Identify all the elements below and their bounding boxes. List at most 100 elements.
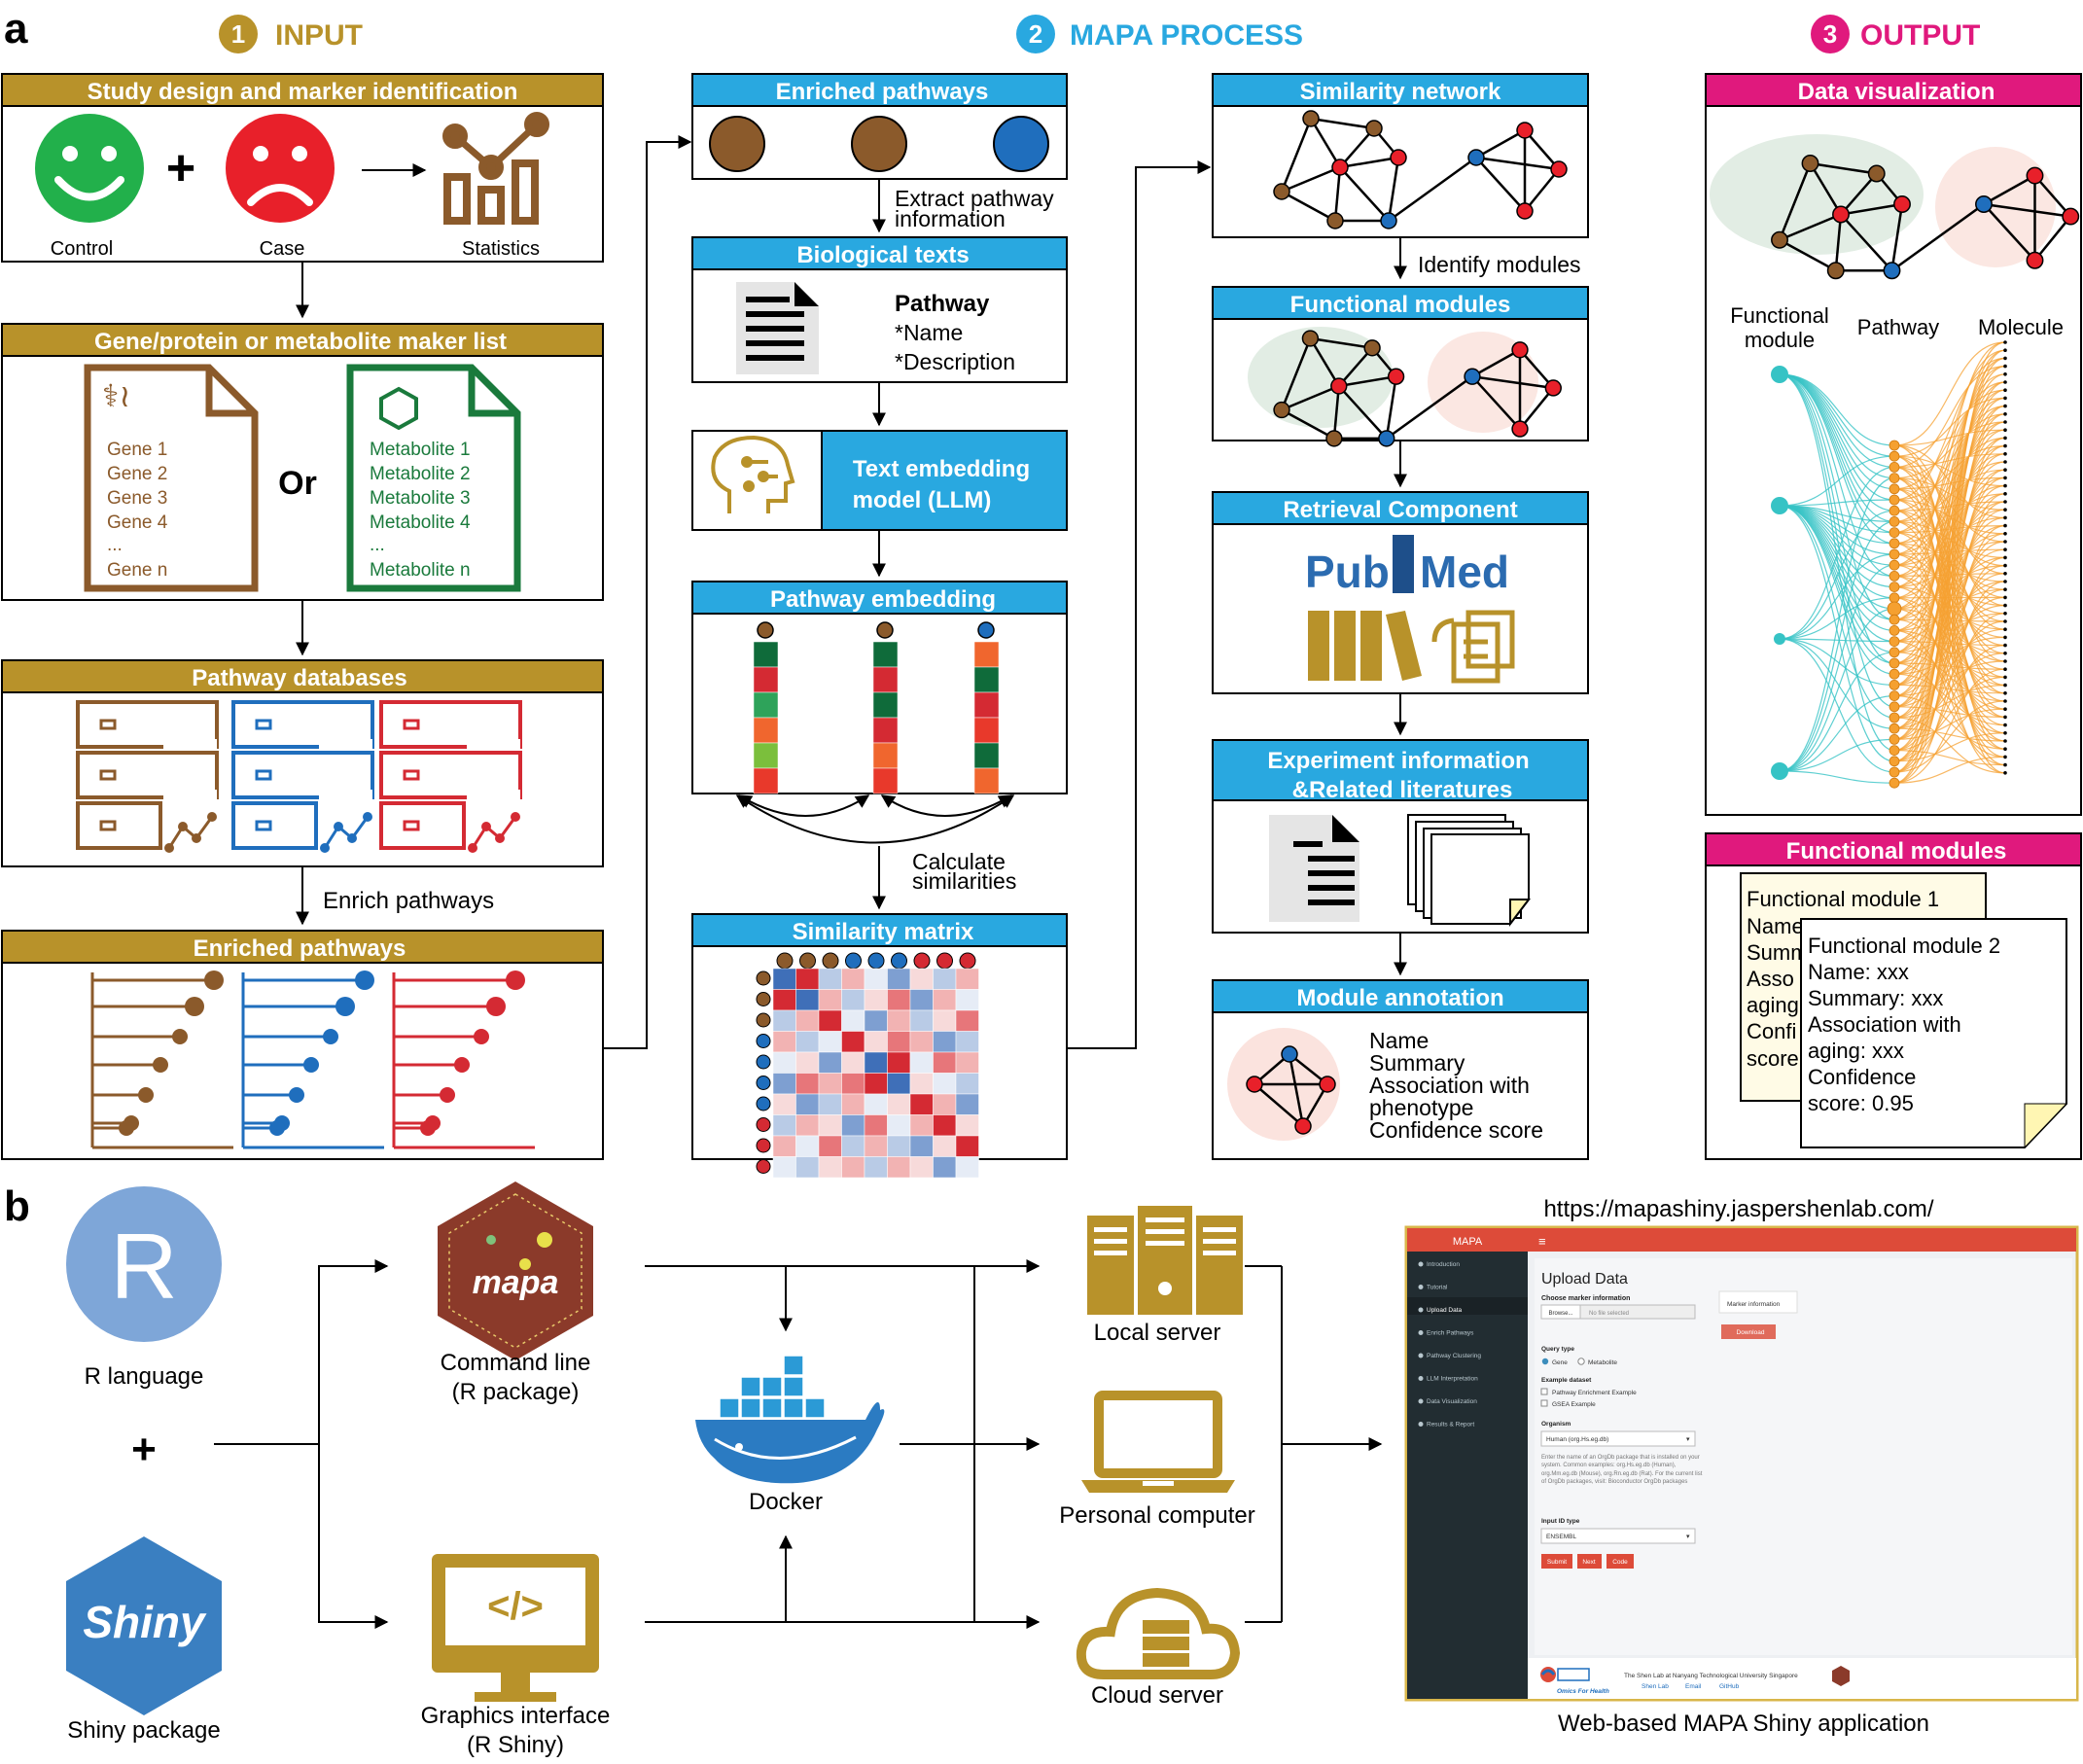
- network-node: [2026, 251, 2044, 269]
- sankey-pathway-node: [1889, 657, 1900, 669]
- sankey-pathway-link: [1893, 437, 2006, 773]
- app-sidebar-item-8[interactable]: Results & Report: [1427, 1422, 1474, 1429]
- statistics-label: Statistics: [462, 238, 540, 260]
- sankey-molecule-node: [2003, 587, 2007, 591]
- app-radio-metabolite[interactable]: [1577, 1358, 1585, 1365]
- sankey-module-link: [1779, 466, 1895, 640]
- app-id-label: Input ID type: [1541, 1518, 1580, 1525]
- app-marker-tab[interactable]: Marker information: [1727, 1301, 1781, 1308]
- network-edge: [1983, 203, 2036, 262]
- card1-line-6: Confi: [1747, 1019, 1796, 1043]
- network-edge: [1779, 213, 1842, 241]
- biological-texts-box: Biological texts Pathway *Name *Descript…: [691, 236, 1068, 383]
- pathway-label: Pathway: [895, 291, 990, 317]
- sankey-module-link: [1779, 652, 1895, 772]
- experiment-info-box: Experiment information &Related literatu…: [1212, 739, 1589, 934]
- gui-label-1: Graphics interface: [421, 1703, 611, 1729]
- sankey-molecule-node: [2003, 492, 2007, 496]
- sankey-pathway-link: [1893, 756, 2006, 784]
- app-footer-link-1[interactable]: Shen Lab: [1642, 1683, 1669, 1690]
- sankey-pathway-link: [1893, 493, 2006, 545]
- app-example-checkbox-2[interactable]: [1540, 1399, 1548, 1407]
- app-code-label: Code: [1612, 1559, 1628, 1566]
- docker-label: Docker: [749, 1489, 823, 1515]
- app-footer-tag: Omics For Health: [1557, 1688, 1609, 1695]
- sankey-module-link: [1779, 505, 1895, 719]
- app-id-select[interactable]: [1540, 1528, 1696, 1544]
- pubmed-logo-med: Med: [1420, 547, 1509, 597]
- network-node: [1550, 160, 1568, 178]
- matrix-cell: [909, 1093, 934, 1115]
- network-edge: [1779, 238, 1837, 272]
- app-code-button[interactable]: [1606, 1554, 1634, 1569]
- app-download-button[interactable]: [1721, 1324, 1776, 1339]
- sankey-molecule-node: [2003, 667, 2007, 671]
- sankey-pathway-link: [1893, 668, 2006, 784]
- app-sidebar-item-3[interactable]: Upload Data: [1427, 1307, 1463, 1314]
- app-sidebar-item-2[interactable]: Tutorial: [1427, 1285, 1448, 1291]
- app-sidebar-item-6[interactable]: LLM Interpretation: [1427, 1376, 1478, 1383]
- database-drawer-handle: [99, 820, 117, 831]
- app-submit-button[interactable]: [1541, 1554, 1572, 1569]
- app-footer-link-3[interactable]: GitHub: [1719, 1683, 1740, 1690]
- sankey-pathway-node: [1889, 668, 1900, 680]
- network-edge: [1840, 172, 1878, 216]
- app-sidebar-item-4[interactable]: Enrich Pathways: [1427, 1330, 1474, 1337]
- shiny-logo-glyph: Shiny: [83, 1597, 207, 1647]
- sankey-pathway-link: [1893, 469, 2006, 762]
- app-sidebar-item-5[interactable]: Pathway Clustering: [1427, 1353, 1481, 1359]
- matrix-cell: [955, 1114, 979, 1137]
- step-output-label: OUTPUT: [1860, 19, 1980, 52]
- matrix-row-dot: [756, 1012, 771, 1028]
- sankey-molecule-node: [2003, 356, 2007, 361]
- matrix-cell: [955, 968, 979, 990]
- app-sidebar-item-1[interactable]: Introduction: [1427, 1261, 1460, 1268]
- app-radio-gene[interactable]: [1541, 1358, 1549, 1365]
- sankey-pathway-link: [1893, 608, 2006, 742]
- sankey-molecule-node: [2003, 452, 2007, 456]
- app-footer-link-2[interactable]: Email: [1685, 1683, 1702, 1690]
- embedding-cell: [973, 666, 1000, 693]
- network-edge: [2033, 215, 2072, 262]
- app-file-input[interactable]: [1579, 1304, 1696, 1320]
- step-input-header: 1 INPUT: [219, 15, 363, 53]
- shiny-package-label: Shiny package: [67, 1717, 220, 1744]
- database-drawer-gap: [163, 739, 217, 749]
- app-sidebar-item-7[interactable]: Data Visualization: [1427, 1398, 1477, 1405]
- sankey-pathway-node: [1889, 647, 1900, 658]
- app-organism-chevron-icon: ▾: [1686, 1436, 1690, 1443]
- functional-modules-process-box: Functional modules: [1212, 286, 1589, 447]
- sankey-pathway-node: [1889, 494, 1900, 506]
- database-trend-point: [164, 843, 174, 853]
- network-node: [1363, 339, 1381, 357]
- sankey-molecule-node: [2003, 396, 2007, 401]
- shiny-logo: Shiny: [66, 1536, 222, 1715]
- matrix-cell: [818, 1114, 842, 1137]
- sankey-pathway-node: [1889, 712, 1900, 723]
- matrix-row-dot: [756, 992, 771, 1006]
- network-node: [1330, 377, 1348, 395]
- matrix-cell: [955, 1031, 979, 1053]
- experiment-info-title-2: &Related literatures: [1292, 777, 1513, 803]
- card2-line-5: aging: xxx: [1808, 1039, 1904, 1063]
- database-drawer-gap: [319, 790, 372, 799]
- app-menu-icon[interactable]: ≡: [1538, 1234, 1546, 1249]
- embedding-cell: [753, 641, 779, 668]
- matrix-cell: [933, 989, 957, 1011]
- network-edge: [2033, 174, 2072, 218]
- network-node: [1365, 120, 1383, 137]
- shiny-app-caption: Web-based MAPA Shiny application: [1558, 1711, 1929, 1737]
- database-drawer-gap: [319, 739, 372, 749]
- matrix-cell: [864, 1135, 888, 1157]
- app-example-checkbox-1[interactable]: [1540, 1388, 1548, 1395]
- network-edge: [1471, 374, 1554, 390]
- app-organism-select[interactable]: [1540, 1430, 1696, 1447]
- database-trend-line: [167, 816, 214, 849]
- app-next-button[interactable]: [1577, 1554, 1602, 1569]
- sankey-pathway-link: [1893, 501, 2006, 512]
- database-trend-point: [320, 843, 330, 853]
- sankey-molecule-node: [2003, 731, 2007, 735]
- sankey-molecule-node: [2003, 723, 2007, 727]
- matrix-cell: [864, 1093, 888, 1115]
- mapa-logo-glyph: mapa: [473, 1264, 559, 1301]
